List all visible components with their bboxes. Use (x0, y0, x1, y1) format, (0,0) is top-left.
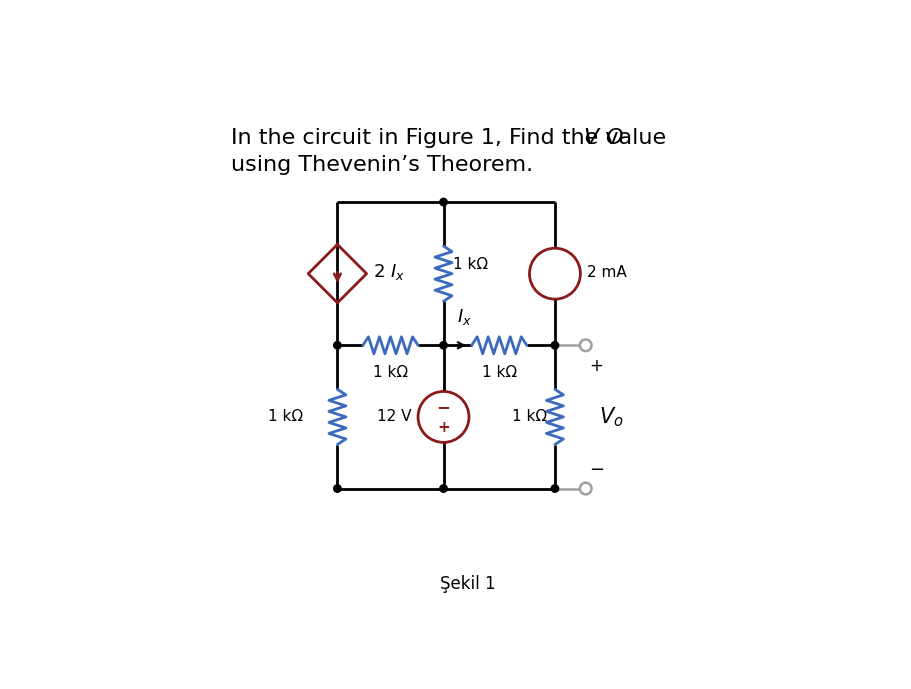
Text: 1 kΩ: 1 kΩ (481, 365, 517, 380)
Text: −: − (589, 461, 603, 479)
Text: +: + (436, 420, 449, 435)
Circle shape (550, 342, 558, 349)
Text: +: + (589, 357, 602, 375)
Text: $2\ I_x$: $2\ I_x$ (373, 262, 404, 282)
Circle shape (550, 485, 558, 492)
Circle shape (439, 342, 446, 349)
Circle shape (579, 483, 591, 495)
Circle shape (579, 340, 591, 351)
Text: 1 kΩ: 1 kΩ (373, 365, 407, 380)
Text: 1 kΩ: 1 kΩ (453, 256, 487, 271)
Text: Şekil 1: Şekil 1 (439, 575, 495, 593)
Text: using Thevenin’s Theorem.: using Thevenin’s Theorem. (231, 155, 533, 175)
Text: 1 kΩ: 1 kΩ (511, 409, 547, 424)
Text: 1 kΩ: 1 kΩ (268, 409, 302, 424)
Circle shape (439, 485, 446, 492)
Text: 2 mA: 2 mA (586, 265, 626, 280)
Circle shape (439, 198, 446, 206)
Circle shape (333, 342, 341, 349)
Text: −: − (436, 398, 450, 416)
Circle shape (417, 391, 468, 442)
Text: $\mathit{V}\ \mathit{O}$: $\mathit{V}\ \mathit{O}$ (582, 128, 623, 148)
Text: $V_o$: $V_o$ (599, 405, 623, 429)
Text: 12 V: 12 V (377, 409, 411, 424)
Circle shape (333, 485, 341, 492)
Text: $I_x$: $I_x$ (456, 307, 471, 327)
Circle shape (529, 248, 579, 299)
Text: In the circuit in Figure 1, Find the value: In the circuit in Figure 1, Find the val… (231, 128, 673, 148)
